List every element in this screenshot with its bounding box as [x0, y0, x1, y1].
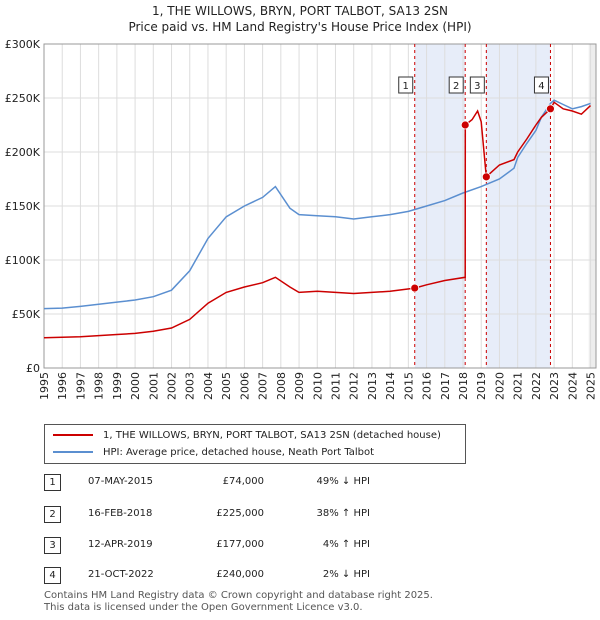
x-tick-label: 2016 — [421, 372, 434, 400]
y-tick-label: £0 — [26, 362, 40, 375]
y-tick-label: £250K — [5, 92, 41, 105]
transaction-marker-box — [533, 76, 549, 94]
x-tick-label: 2020 — [493, 372, 506, 400]
transaction-marker-box — [448, 76, 464, 94]
x-tick-label: 2024 — [566, 372, 579, 400]
x-tick-label: 2013 — [366, 372, 379, 400]
table-row: 2 16-FEB-2018 £225,000 38% ↑ HPI — [44, 506, 384, 524]
row-date: 07-MAY-2015 — [88, 476, 154, 487]
chart-subtitle: Price paid vs. HM Land Registry's House … — [128, 20, 472, 34]
x-tick-label: 2001 — [147, 372, 160, 400]
footer: Contains HM Land Registry data © Crown c… — [44, 590, 433, 614]
row-price: £240,000 — [216, 569, 264, 580]
row-date: 16-FEB-2018 — [88, 508, 153, 519]
x-tick-label: 1997 — [74, 372, 87, 400]
x-tick-label: 2004 — [202, 372, 215, 400]
legend-property-label: 1, THE WILLOWS, BRYN, PORT TALBOT, SA13 … — [103, 429, 441, 441]
footer-licence: This data is licensed under the Open Gov… — [44, 602, 363, 613]
table-row: 4 21-OCT-2022 £240,000 2% ↓ HPI — [44, 567, 384, 585]
x-tick-label: 2021 — [512, 372, 525, 400]
row-marker: 3 — [44, 537, 61, 554]
row-marker: 2 — [44, 506, 61, 523]
row-date: 12-APR-2019 — [88, 539, 153, 550]
x-tick-label: 2019 — [475, 372, 488, 400]
x-tick-label: 2008 — [275, 372, 288, 400]
transaction-marker-box — [469, 76, 485, 94]
x-tick-label: 2010 — [311, 372, 324, 400]
legend-item-property: 1, THE WILLOWS, BRYN, PORT TALBOT, SA13 … — [53, 428, 441, 442]
y-tick-label: £150K — [5, 200, 41, 213]
x-tick-label: 1998 — [93, 372, 106, 400]
x-tick-label: 2000 — [129, 372, 142, 400]
price-chart: £0 £50K £100K £150K £200K £250K £300K 1995 1996 1… — [5, 38, 598, 400]
y-tick-label: £100K — [5, 254, 41, 267]
table-row: 1 07-MAY-2015 £74,000 49% ↓ HPI — [44, 474, 384, 492]
row-date: 21-OCT-2022 — [88, 569, 154, 580]
x-tick-label: 2015 — [402, 372, 415, 400]
x-tick-label: 1996 — [56, 372, 69, 400]
x-tick-label: 2005 — [220, 372, 233, 400]
x-tick-label: 2017 — [439, 372, 452, 400]
row-marker: 1 — [44, 474, 61, 491]
x-tick-label: 1995 — [38, 372, 51, 400]
chart-title: 1, THE WILLOWS, BRYN, PORT TALBOT, SA13 … — [151, 4, 449, 18]
table-row: 3 12-APR-2019 £177,000 4% ↑ HPI — [44, 537, 384, 555]
transaction-point — [460, 120, 470, 130]
footer-copyright: Contains HM Land Registry data © Crown c… — [44, 590, 433, 601]
x-tick-label: 2011 — [329, 372, 342, 400]
row-hpi: 2% ↓ HPI — [322, 569, 370, 580]
legend: 1, THE WILLOWS, BRYN, PORT TALBOT, SA13 … — [44, 424, 466, 464]
x-tick-label: 2025 — [585, 372, 598, 400]
x-tick-label: 2006 — [238, 372, 251, 400]
transaction-marker-label: 2 — [453, 81, 459, 92]
transaction-marker-label: 4 — [538, 81, 544, 92]
transaction-marker-box — [398, 76, 414, 94]
row-marker: 4 — [44, 567, 61, 584]
x-tick-label: 2014 — [384, 372, 397, 400]
legend-item-hpi: HPI: Average price, detached house, Neat… — [53, 445, 374, 459]
x-tick-label: 2009 — [293, 372, 306, 400]
y-tick-label: £300K — [5, 38, 41, 51]
x-tick-label: 2023 — [548, 372, 561, 400]
row-price: £177,000 — [216, 539, 264, 550]
x-tick-label: 2012 — [348, 372, 361, 400]
x-tick-label: 2003 — [184, 372, 197, 400]
row-hpi: 49% ↓ HPI — [316, 476, 370, 487]
plot-border — [43, 43, 597, 369]
x-tick-label: 1999 — [111, 372, 124, 400]
transaction-marker-label: 1 — [403, 81, 409, 92]
transaction-point — [546, 104, 555, 114]
row-price: £74,000 — [222, 476, 264, 487]
row-hpi: 4% ↑ HPI — [322, 539, 370, 550]
y-tick-label: £50K — [12, 308, 41, 321]
row-price: £225,000 — [216, 508, 264, 519]
y-tick-label: £200K — [5, 146, 41, 159]
row-hpi: 38% ↑ HPI — [316, 508, 370, 519]
transaction-point — [410, 283, 420, 293]
legend-red-line — [53, 434, 93, 436]
legend-blue-line — [53, 451, 93, 453]
x-tick-label: 2022 — [530, 372, 543, 400]
x-tick-label: 2002 — [166, 372, 179, 400]
legend-hpi-label: HPI: Average price, detached house, Neat… — [103, 446, 375, 458]
transaction-point — [481, 172, 491, 182]
transaction-marker-label: 3 — [474, 81, 480, 92]
x-tick-label: 2007 — [257, 372, 270, 400]
x-tick-label: 2018 — [457, 372, 470, 400]
